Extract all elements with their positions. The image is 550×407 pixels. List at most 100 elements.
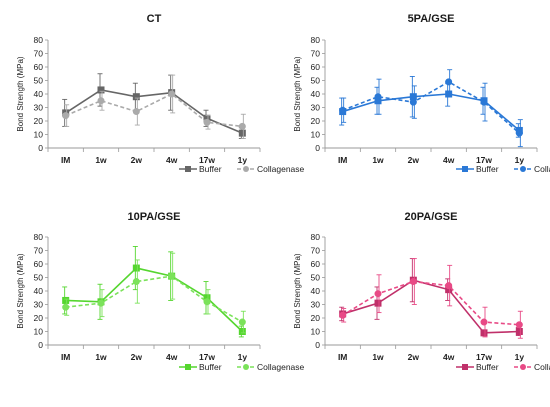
data-point bbox=[97, 86, 105, 94]
data-point bbox=[480, 98, 488, 106]
chart-panel-3: 10PA/GSE Bond Strength (MPa) 0 10 20 30 40 50 60… bbox=[16, 211, 305, 372]
y-tick-label: 10 bbox=[311, 130, 321, 140]
series-buffer bbox=[339, 75, 523, 138]
series-line bbox=[342, 279, 520, 334]
data-point bbox=[445, 78, 453, 86]
y-axis-label: Bond Strength (MPa) bbox=[16, 56, 25, 131]
series-collagenase bbox=[62, 74, 246, 140]
series-line bbox=[342, 80, 520, 134]
legend-marker bbox=[520, 166, 526, 172]
legend-label: Buffer bbox=[199, 362, 222, 372]
y-tick-label: 50 bbox=[311, 76, 321, 86]
y-tick-label: 0 bbox=[38, 143, 43, 153]
x-tick-label: 1y bbox=[515, 155, 525, 165]
data-point bbox=[62, 303, 70, 311]
data-point bbox=[132, 108, 140, 116]
data-point bbox=[515, 129, 523, 137]
data-point bbox=[238, 129, 246, 137]
legend-marker bbox=[520, 364, 526, 370]
data-point bbox=[339, 106, 347, 114]
y-tick-label: 50 bbox=[34, 273, 44, 283]
y-tick-label: 80 bbox=[311, 232, 321, 242]
legend-item: Buffer bbox=[456, 164, 499, 174]
y-tick-label: 0 bbox=[315, 143, 320, 153]
legend-marker bbox=[185, 364, 191, 370]
y-tick-label: 20 bbox=[311, 116, 321, 126]
chart-panel-2: 5PA/GSE Bond Strength (MPa) 0 10 20 30 40 50 60 7… bbox=[293, 13, 550, 174]
data-point bbox=[132, 264, 140, 272]
x-tick-label: 4w bbox=[166, 352, 178, 362]
y-tick-label: 20 bbox=[34, 116, 44, 126]
chart-title: 10PA/GSE bbox=[128, 211, 181, 223]
y-tick-label: 50 bbox=[311, 273, 321, 283]
series-line bbox=[342, 280, 520, 326]
data-point bbox=[445, 282, 453, 290]
legend-item: Collagenase bbox=[237, 164, 305, 174]
y-tick-label: 10 bbox=[311, 327, 321, 337]
data-point bbox=[515, 328, 523, 335]
y-tick-label: 10 bbox=[34, 130, 44, 140]
data-point bbox=[132, 93, 140, 101]
data-point bbox=[409, 278, 417, 286]
y-tick-label: 20 bbox=[311, 313, 321, 323]
x-tick-label: IM bbox=[338, 155, 347, 165]
legend-marker bbox=[243, 364, 249, 370]
legend-marker bbox=[243, 166, 249, 172]
y-tick-label: 10 bbox=[34, 327, 44, 337]
series-line bbox=[65, 93, 243, 128]
series-buffer bbox=[62, 73, 246, 140]
data-point bbox=[409, 98, 417, 106]
y-tick-label: 70 bbox=[311, 246, 321, 256]
x-tick-label: 2w bbox=[408, 155, 420, 165]
x-tick-label: IM bbox=[61, 352, 70, 362]
data-point bbox=[97, 97, 105, 105]
x-tick-label: 1w bbox=[95, 352, 107, 362]
data-point bbox=[168, 90, 176, 98]
y-tick-label: 40 bbox=[34, 89, 44, 99]
y-tick-label: 70 bbox=[34, 246, 44, 256]
y-axis-label: Bond Strength (MPa) bbox=[16, 253, 25, 328]
x-tick-label: 17w bbox=[199, 155, 215, 165]
legend-label: Collagenase bbox=[257, 362, 305, 372]
series-collagenase bbox=[339, 258, 523, 339]
legend-marker bbox=[462, 166, 468, 172]
y-axis-label: Bond Strength (MPa) bbox=[293, 56, 302, 131]
legend-label: Collagenase bbox=[257, 164, 305, 174]
x-tick-label: 2w bbox=[131, 155, 143, 165]
legend-item: Buffer bbox=[456, 362, 499, 372]
y-tick-label: 0 bbox=[38, 340, 43, 350]
data-point bbox=[480, 318, 488, 326]
legend-label: Buffer bbox=[199, 164, 222, 174]
x-tick-label: 17w bbox=[476, 352, 492, 362]
series-collagenase bbox=[62, 252, 246, 334]
y-tick-label: 60 bbox=[311, 259, 321, 269]
series-buffer bbox=[339, 258, 523, 337]
x-tick-label: 4w bbox=[443, 155, 455, 165]
chart-panel-4: 20PA/GSE Bond Strength (MPa) 0 10 20 30 40 50 60… bbox=[293, 211, 550, 372]
y-tick-label: 30 bbox=[34, 103, 44, 113]
data-point bbox=[238, 328, 246, 335]
y-tick-label: 40 bbox=[34, 286, 44, 296]
series-line bbox=[65, 267, 243, 333]
y-tick-label: 30 bbox=[311, 103, 321, 113]
x-tick-label: 4w bbox=[443, 352, 455, 362]
legend-label: Collagenase bbox=[534, 164, 550, 174]
chart-title: 5PA/GSE bbox=[408, 13, 455, 25]
x-tick-label: 1w bbox=[95, 155, 107, 165]
data-point bbox=[238, 122, 246, 130]
y-tick-label: 30 bbox=[34, 300, 44, 310]
data-point bbox=[374, 290, 382, 298]
x-tick-label: IM bbox=[338, 352, 347, 362]
data-point bbox=[168, 272, 176, 280]
legend-item: Collagenase bbox=[514, 164, 550, 174]
legend-item: Collagenase bbox=[237, 362, 305, 372]
series-buffer bbox=[62, 245, 246, 338]
data-point bbox=[339, 311, 347, 319]
x-tick-label: 1y bbox=[515, 352, 525, 362]
legend-item: Buffer bbox=[179, 362, 222, 372]
data-point bbox=[238, 318, 246, 326]
data-point bbox=[203, 298, 211, 306]
data-point bbox=[97, 299, 105, 307]
legend: Buffer Collagenase bbox=[179, 362, 305, 372]
